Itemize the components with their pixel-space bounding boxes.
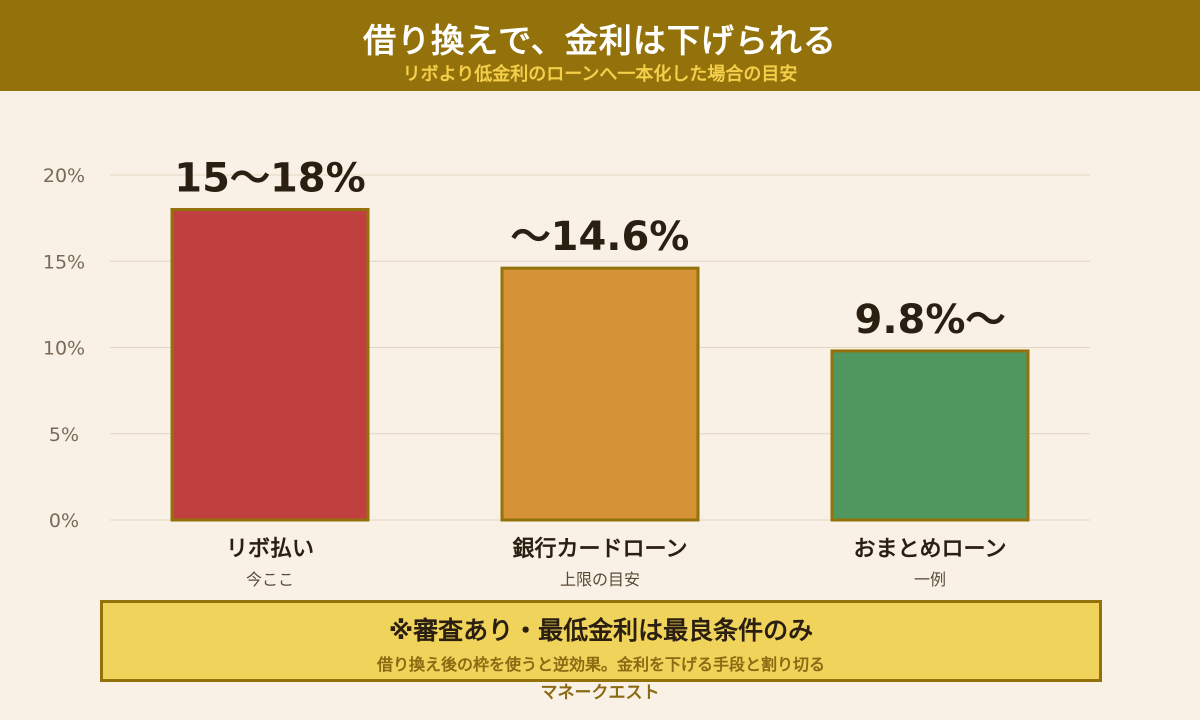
x-tick-label: 銀行カードローン [513,536,688,562]
y-tick-label: 0% [49,510,79,532]
category-note: 今ここ [246,570,294,589]
data-label: 15〜18% [174,156,365,202]
x-tick-label: おまとめローン [854,537,1007,562]
chart-subtitle: リボより低金利のローンへ一本化した場合の目安 [402,64,798,85]
y-tick-label: 5% [49,424,79,446]
note-subtitle: 借り換え後の枠を使うと逆効果。金利を下げる手段と割り切る [376,655,825,674]
note-box: ※審査あり・最低金利は最良条件のみ 借り換え後の枠を使うと逆効果。金利を下げる手… [100,600,1102,682]
y-tick-label: 20% [43,165,85,187]
y-tick-label: 15% [43,251,85,273]
data-label: 〜14.6% [511,214,690,260]
bar [170,208,370,522]
bar [500,266,700,522]
header-banner: 借り換えで、金利は下げられる リボより低金利のローンへ一本化した場合の目安 [0,0,1200,91]
data-label: 9.8%〜 [855,297,1006,343]
credit-text: マネークエスト [540,683,660,703]
bar [830,349,1030,522]
chart-title: 借り換えで、金利は下げられる [363,21,837,60]
note-title: ※審査あり・最低金利は最良条件のみ [388,616,814,645]
y-tick-label: 10% [43,338,85,360]
category-note: 上限の目安 [560,570,640,589]
x-tick-label: リボ払い [226,537,314,562]
category-note: 一例 [914,570,946,589]
